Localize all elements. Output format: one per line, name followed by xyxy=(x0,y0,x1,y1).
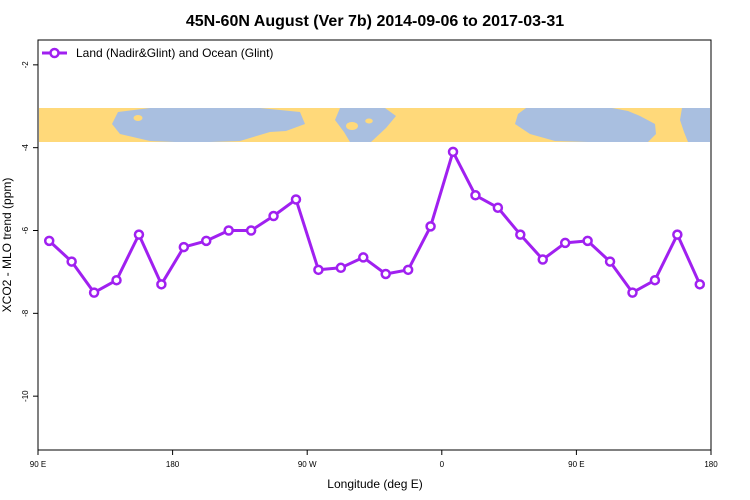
plot-frame xyxy=(37,39,712,451)
y-tick-label: -10 xyxy=(21,390,30,402)
y-axis-label: XCO2 - MLO trend (ppm) xyxy=(0,178,14,313)
x-tick-label: 90 W xyxy=(298,460,317,469)
y-tick-label: -8 xyxy=(21,309,30,317)
data-point xyxy=(358,252,369,263)
legend-marker xyxy=(49,47,60,59)
data-point xyxy=(582,235,593,247)
x-tick-label: 90 E xyxy=(568,460,584,469)
data-point xyxy=(627,287,638,298)
series-line xyxy=(48,150,702,295)
data-point xyxy=(335,262,347,274)
map-island xyxy=(365,118,373,124)
map-strip xyxy=(39,108,710,142)
x-tick-label: 90 E xyxy=(30,460,46,469)
x-tick-label: 0 xyxy=(440,460,445,469)
chart-title: 45N-60N August (Ver 7b) 2014-09-06 to 20… xyxy=(186,13,564,30)
x-axis-label: Longitude (deg E) xyxy=(327,477,422,491)
map-island xyxy=(133,115,143,121)
x-axis: 90 E 180 90 W 0 90 E 180 xyxy=(30,450,718,469)
data-point xyxy=(43,235,55,247)
data-point xyxy=(672,229,683,240)
data-point xyxy=(133,229,145,240)
data-point xyxy=(223,225,234,236)
data-point xyxy=(380,268,391,280)
y-tick-label: -2 xyxy=(21,61,30,69)
legend: Land (Nadir&Glint) and Ocean (Glint) xyxy=(42,46,273,60)
data-point xyxy=(515,229,526,240)
data-point xyxy=(178,241,190,253)
data-point xyxy=(425,221,436,232)
data-point xyxy=(447,146,459,158)
map-island xyxy=(346,122,358,130)
data-point xyxy=(268,210,279,222)
legend-label: Land (Nadir&Glint) and Ocean (Glint) xyxy=(76,46,273,60)
series-layer xyxy=(43,146,706,298)
x-tick-label: 180 xyxy=(166,460,180,469)
data-point xyxy=(156,279,167,290)
data-point xyxy=(402,264,414,276)
map-island xyxy=(657,121,665,127)
data-point xyxy=(66,256,77,267)
y-axis: -2 -4 -6 -8 -10 xyxy=(21,61,38,402)
data-point xyxy=(111,274,122,286)
data-point xyxy=(245,225,257,236)
data-point xyxy=(559,237,571,249)
map-ocean-area xyxy=(112,108,305,142)
data-point xyxy=(201,235,212,247)
data-point xyxy=(88,287,100,298)
data-point xyxy=(492,202,504,213)
data-point xyxy=(470,190,481,201)
data-point xyxy=(290,194,302,205)
data-point xyxy=(694,279,706,290)
y-tick-label: -4 xyxy=(21,144,30,152)
data-point xyxy=(537,254,548,265)
data-point xyxy=(604,256,616,267)
x-tick-label: 180 xyxy=(704,460,718,469)
y-tick-label: -6 xyxy=(21,226,30,234)
map-ocean-area xyxy=(335,108,396,142)
data-point xyxy=(313,264,324,276)
data-point xyxy=(649,274,661,286)
map-ocean-area xyxy=(515,108,656,142)
map-ocean-area xyxy=(680,108,710,142)
